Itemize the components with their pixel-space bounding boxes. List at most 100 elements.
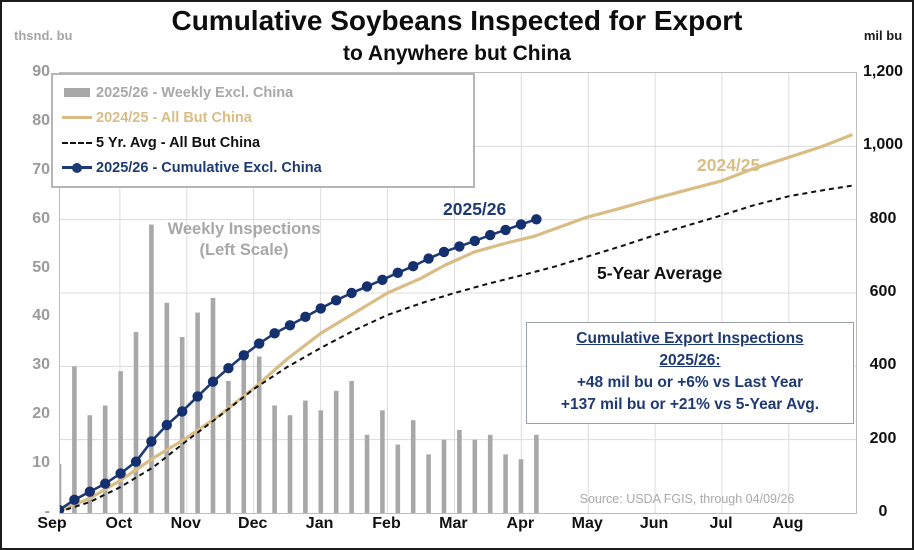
cumulative-marker: [515, 219, 527, 230]
left-axis-tick: 20: [32, 405, 50, 423]
weekly-inspections-note: Weekly Inspections (Left Scale): [138, 219, 350, 261]
series-label-2025-26: 2025/26: [443, 199, 507, 219]
cumulative-marker: [377, 274, 388, 285]
legend-item-prev_year: 2024/25 - All But China: [61, 105, 465, 130]
weekly-bar: [241, 351, 247, 513]
weekly-note-line1: Weekly Inspections: [167, 220, 321, 238]
source-note: Source: USDA FGIS, through 04/09/26: [579, 492, 795, 506]
right-axis-tick: 400: [869, 356, 897, 374]
legend-item-five_yr: 5 Yr. Avg - All But China: [61, 130, 465, 155]
weekly-bar: [118, 371, 123, 513]
legend-label: 2024/25 - All But China: [96, 109, 252, 126]
weekly-bar: [380, 410, 385, 513]
right-axis-unit: mil bu: [863, 28, 903, 43]
cumulative-marker: [115, 468, 126, 479]
cumulative-marker: [207, 376, 219, 387]
month-label-jan: Jan: [305, 515, 334, 532]
cumulative-marker: [454, 241, 465, 252]
weekly-bar: [303, 400, 308, 513]
cumulative-marker: [300, 311, 311, 323]
cumulative-marker: [485, 229, 496, 241]
weekly-bar: [503, 454, 508, 513]
legend-label: 2025/26 - Weekly Excl. China: [96, 84, 294, 101]
left-axis-tick: 50: [32, 258, 50, 276]
weekly-bar: [426, 454, 431, 513]
cumulative-marker: [69, 494, 80, 505]
legend-item-weekly: 2025/26 - Weekly Excl. China: [61, 80, 465, 105]
weekly-bar: [149, 224, 154, 513]
weekly-bar: [272, 405, 277, 513]
weekly-bar: [487, 434, 493, 513]
left-axis-tick: 90: [32, 63, 50, 80]
right-axis-tick: 800: [869, 209, 897, 227]
cumulative-marker: [60, 504, 65, 513]
left-axis-tick: 30: [32, 356, 50, 374]
cumulative-marker: [315, 303, 326, 314]
weekly-bar: [102, 405, 108, 513]
weekly-bar: [195, 312, 200, 513]
month-label-oct: Oct: [105, 515, 133, 532]
weekly-bar: [179, 337, 185, 513]
weekly-bar: [210, 297, 216, 513]
left-axis-tick: 80: [32, 111, 50, 129]
month-label-mar: Mar: [439, 515, 468, 532]
weekly-bar: [457, 429, 462, 513]
cumulative-marker: [177, 406, 188, 417]
series-label-5-year-average: 5-Year Average: [597, 263, 723, 283]
month-label-jun: Jun: [639, 515, 669, 532]
cumulative-marker: [361, 281, 373, 292]
legend-item-cumulative: 2025/26 - Cumulative Excl. China: [61, 155, 465, 180]
info-box-season: 2025/26:: [659, 352, 721, 369]
weekly-bar: [133, 332, 139, 513]
month-label-jul: Jul: [709, 515, 733, 532]
weekly-bar: [410, 420, 416, 513]
line-2025-26-cumulative: [60, 218, 537, 511]
weekly-bar: [60, 464, 62, 513]
weekly-bar: [395, 444, 401, 513]
weekly-bar: [164, 302, 170, 513]
cumulative-marker: [84, 486, 95, 497]
legend-box: 2025/26 - Weekly Excl. China 2024/25 - Al…: [51, 73, 475, 188]
weekly-bar: [256, 356, 262, 513]
left-axis-tick: 40: [32, 307, 50, 325]
month-label-nov: Nov: [170, 515, 201, 532]
right-axis-tick: 1,000: [862, 136, 904, 154]
right-axis-tick: 200: [869, 429, 897, 447]
weekly-bar: [364, 434, 370, 513]
cumulative-marker: [438, 246, 450, 258]
cumulative-marker: [269, 328, 280, 339]
cumulative-marker: [223, 362, 234, 374]
five_yr-swatch-icon: [61, 141, 93, 144]
weekly-bar: [318, 410, 324, 513]
cumulative-marker: [469, 235, 480, 247]
weekly-bar: [226, 381, 231, 513]
legend-label: 5 Yr. Avg - All But China: [96, 134, 261, 151]
month-label-may: May: [571, 515, 603, 532]
cumulative-marker: [346, 287, 357, 299]
weekly-bar: [518, 459, 524, 513]
cumulative-marker: [331, 295, 342, 306]
weekly-bar: [349, 381, 354, 513]
weekly-swatch-icon: [61, 88, 93, 97]
cumulative-marker: [161, 419, 172, 431]
cumulative-marker: [100, 478, 111, 489]
cumulative-marker: [408, 261, 419, 272]
plot-area: 2025/26 - Weekly Excl. China 2024/25 - Al…: [51, 72, 857, 514]
month-label-feb: Feb: [372, 515, 401, 532]
legend-label: 2025/26 - Cumulative Excl. China: [96, 159, 322, 176]
cumulative-marker: [500, 224, 511, 236]
cumulative-marker: [284, 320, 296, 331]
chart-title: Cumulative Soybeans Inspected for Export: [171, 5, 743, 36]
month-label-apr: Apr: [506, 515, 535, 532]
chart-subtitle: to Anywhere but China: [343, 42, 571, 65]
cumulative-marker: [192, 391, 203, 402]
month-label-dec: Dec: [238, 515, 268, 532]
right-axis-tick: 1,200: [862, 63, 904, 80]
right-axis-tick: 0: [878, 503, 888, 520]
left-axis-tick: 70: [32, 160, 50, 178]
left-axis-tick: 60: [32, 209, 50, 227]
chart-canvas: [60, 73, 856, 513]
info-box-vs-5yr-avg: +137 mil bu or +21% vs 5-Year Avg.: [560, 396, 820, 413]
weekly-bar: [87, 415, 93, 513]
weekly-bar: [72, 366, 77, 513]
